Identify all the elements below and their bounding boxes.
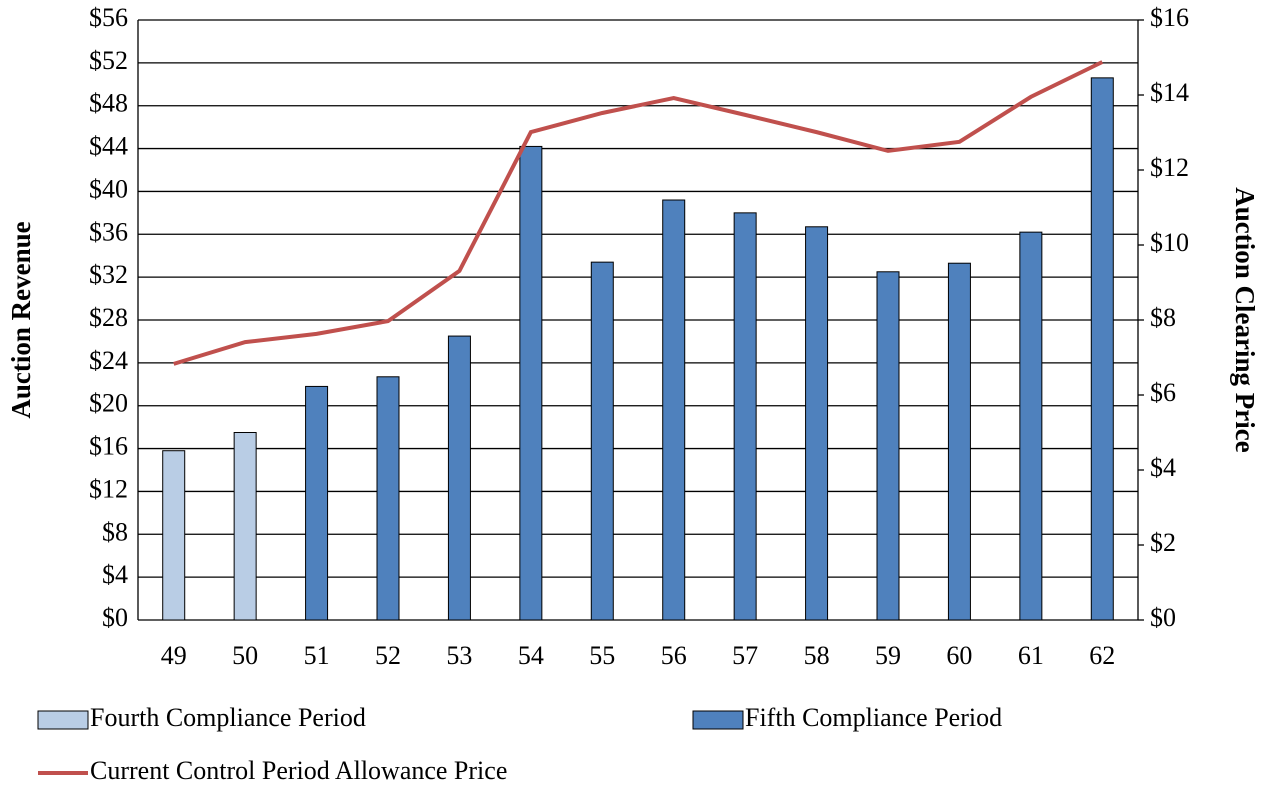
y2-tick-label: $16 (1150, 3, 1189, 32)
y2-tick-label: $8 (1150, 303, 1176, 332)
x-tick-label: 56 (661, 641, 687, 670)
x-tick-label: 52 (375, 641, 401, 670)
y-tick-label: $8 (102, 517, 128, 546)
x-tick-label: 55 (589, 641, 615, 670)
y-tick-label: $36 (89, 217, 128, 246)
y-axis-title: Auction Revenue (6, 221, 36, 418)
bar (376, 376, 400, 621)
y-tick-label: $44 (89, 132, 128, 161)
x-tick-label: 62 (1089, 641, 1115, 670)
bar (733, 212, 757, 621)
y2-tick-label: $12 (1150, 153, 1189, 182)
x-tick-label: 53 (446, 641, 472, 670)
y2-tick-label: $4 (1150, 453, 1176, 482)
y-tick-label: $28 (89, 303, 128, 332)
y-tick-label: $24 (89, 346, 128, 375)
y-tick-label: $52 (89, 46, 128, 75)
y-tick-label: $4 (102, 560, 128, 589)
x-tick-label: 57 (732, 641, 758, 670)
bar (1090, 77, 1114, 621)
bar (590, 261, 614, 621)
y2-tick-label: $2 (1150, 528, 1176, 557)
y2-tick-label: $10 (1150, 228, 1189, 257)
x-tick-label: 58 (804, 641, 830, 670)
bar (805, 226, 829, 621)
bar (233, 432, 257, 621)
legend-label: Fourth Compliance Period (90, 703, 366, 732)
x-tick-label: 61 (1018, 641, 1044, 670)
y-tick-label: $16 (89, 432, 128, 461)
legend-swatch (692, 710, 744, 730)
bar (662, 199, 686, 621)
y2-tick-label: $14 (1150, 78, 1189, 107)
legend-label: Fifth Compliance Period (745, 703, 1002, 732)
x-tick-label: 51 (304, 641, 330, 670)
x-tick-label: 59 (875, 641, 901, 670)
y2-axis-title: Auction Clearing Price (1230, 187, 1260, 452)
bar (1019, 231, 1043, 621)
x-tick-label: 54 (518, 641, 544, 670)
y-tick-label: $48 (89, 89, 128, 118)
x-tick-label: 49 (161, 641, 187, 670)
x-tick-label: 60 (946, 641, 972, 670)
y-tick-label: $12 (89, 474, 128, 503)
y-tick-label: $20 (89, 389, 128, 418)
bar (519, 145, 543, 621)
y-tick-label: $0 (102, 603, 128, 632)
x-tick-label: 50 (232, 641, 258, 670)
line (173, 60, 1104, 366)
legend-swatch (37, 710, 89, 730)
bar (162, 450, 186, 621)
y-tick-label: $32 (89, 260, 128, 289)
bar (305, 385, 329, 621)
y2-tick-label: $6 (1150, 378, 1176, 407)
y-tick-label: $56 (89, 3, 128, 32)
legend-label: Current Control Period Allowance Price (90, 756, 507, 785)
bar (447, 335, 471, 621)
bar (947, 262, 971, 621)
y-tick-label: $40 (89, 174, 128, 203)
y2-tick-label: $0 (1150, 603, 1176, 632)
bar (876, 271, 900, 621)
